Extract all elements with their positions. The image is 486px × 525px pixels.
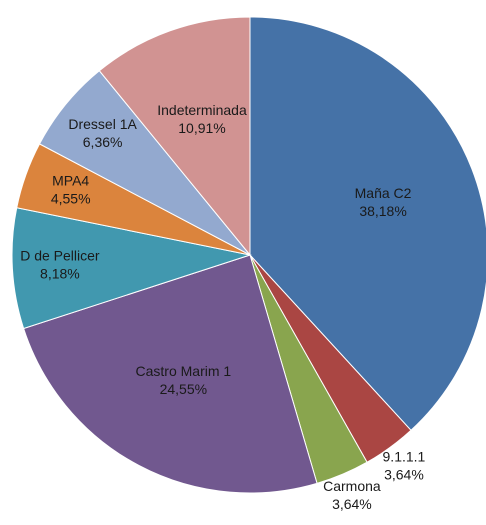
pie-slice bbox=[11, 207, 252, 330]
pie-slice bbox=[98, 16, 251, 257]
slice-label: Dressel 1A bbox=[68, 116, 137, 132]
slice-value-label: 4,55% bbox=[51, 191, 91, 207]
slice-label: Castro Marim 1 bbox=[136, 363, 232, 379]
slice-label: Maña C2 bbox=[355, 185, 412, 201]
slice-value-label: 10,91% bbox=[178, 120, 225, 136]
slice-label: 9.1.1.1 bbox=[383, 448, 426, 464]
slice-label: MPA4 bbox=[52, 173, 89, 189]
slice-value-label: 6,36% bbox=[83, 134, 123, 150]
slice-value-label: 3,64% bbox=[332, 496, 372, 512]
slice-value-label: 24,55% bbox=[160, 381, 207, 397]
slice-value-label: 38,18% bbox=[359, 203, 406, 219]
slice-label: Carmona bbox=[323, 478, 381, 494]
pie-slice bbox=[23, 254, 318, 494]
slice-label: Indeterminada bbox=[157, 102, 247, 118]
slice-label: D de Pellicer bbox=[20, 248, 100, 264]
pie-slice bbox=[249, 16, 486, 431]
slice-value-label: 8,18% bbox=[40, 266, 80, 282]
slice-value-label: 3,64% bbox=[384, 466, 424, 482]
